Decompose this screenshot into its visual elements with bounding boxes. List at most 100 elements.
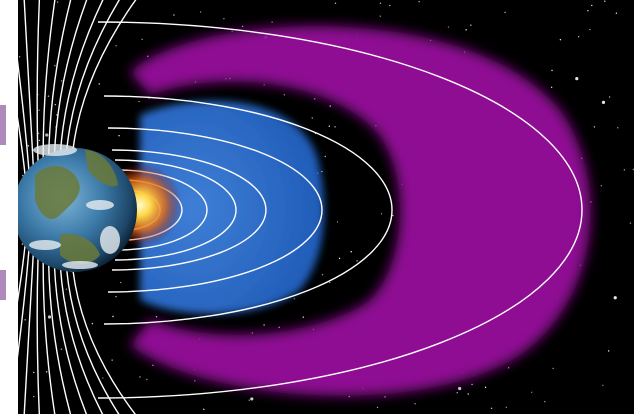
cloud [100, 226, 120, 254]
star [602, 384, 604, 387]
star [380, 213, 383, 215]
star [54, 65, 56, 67]
star [551, 69, 553, 72]
edge-fragment [0, 270, 6, 300]
cloud [33, 144, 77, 156]
star [115, 45, 117, 47]
star [199, 11, 202, 13]
star [22, 174, 24, 177]
star [392, 214, 394, 217]
earth-land [35, 150, 118, 264]
field-line [103, 95, 393, 325]
star [47, 95, 50, 97]
star [98, 83, 100, 85]
open-field-line [72, 0, 137, 151]
field-line [114, 159, 237, 261]
star [575, 76, 579, 81]
outer-belt [130, 26, 591, 396]
star [21, 243, 24, 245]
star [328, 125, 330, 127]
star [278, 326, 280, 329]
star [356, 260, 358, 262]
star [283, 94, 286, 96]
star [102, 377, 104, 379]
star [251, 332, 254, 334]
star [321, 170, 323, 173]
star [223, 18, 225, 20]
star [38, 109, 40, 111]
star [194, 380, 196, 382]
open-field-line [18, 116, 26, 177]
open-field-line [53, 266, 88, 414]
star [467, 393, 469, 395]
star [37, 132, 40, 135]
star [350, 251, 352, 253]
star [231, 30, 233, 32]
star [484, 386, 487, 389]
star [54, 103, 57, 106]
star [559, 39, 562, 41]
star [250, 397, 254, 401]
star [504, 11, 506, 14]
star [615, 12, 618, 14]
star [115, 295, 117, 298]
star [329, 105, 331, 107]
star [593, 126, 596, 128]
star [531, 391, 533, 394]
star [293, 298, 296, 300]
open-field-line [36, 257, 41, 414]
land [85, 150, 118, 187]
star [271, 21, 273, 23]
open-field-line [23, 253, 35, 414]
open-field-line [23, 0, 35, 167]
star [465, 29, 467, 31]
open-field-line [18, 59, 30, 172]
star [314, 98, 316, 100]
star [623, 169, 626, 171]
open-field-line [59, 268, 104, 414]
star [141, 38, 143, 41]
star [60, 80, 63, 82]
star [505, 406, 508, 409]
star [600, 185, 603, 187]
star [241, 25, 244, 28]
star [321, 274, 324, 276]
open-field-line [47, 0, 72, 157]
star [311, 117, 313, 119]
field-line [107, 127, 323, 293]
star [334, 126, 336, 128]
star [91, 322, 94, 325]
star [379, 2, 382, 4]
star [152, 364, 154, 367]
open-field-line [59, 0, 104, 152]
open-field-line [53, 0, 88, 154]
star [507, 367, 510, 369]
cloud [86, 200, 114, 210]
star [456, 392, 458, 394]
open-field-line [18, 243, 26, 303]
field-line [97, 21, 583, 399]
star [590, 201, 592, 203]
star [471, 383, 473, 386]
inner-belt [140, 101, 325, 314]
star [334, 2, 337, 4]
star [146, 378, 148, 381]
star [65, 288, 68, 290]
star [418, 0, 420, 3]
open-field-line [65, 269, 120, 414]
star [470, 24, 472, 26]
star [447, 26, 450, 28]
cloud [62, 261, 98, 269]
open-field-line [65, 0, 120, 151]
land [60, 233, 100, 264]
star [147, 55, 149, 57]
star [552, 367, 554, 370]
star [591, 4, 593, 7]
star [338, 257, 341, 260]
star [544, 400, 546, 403]
star [33, 371, 35, 374]
star [139, 376, 141, 378]
open-field-line [42, 0, 56, 160]
